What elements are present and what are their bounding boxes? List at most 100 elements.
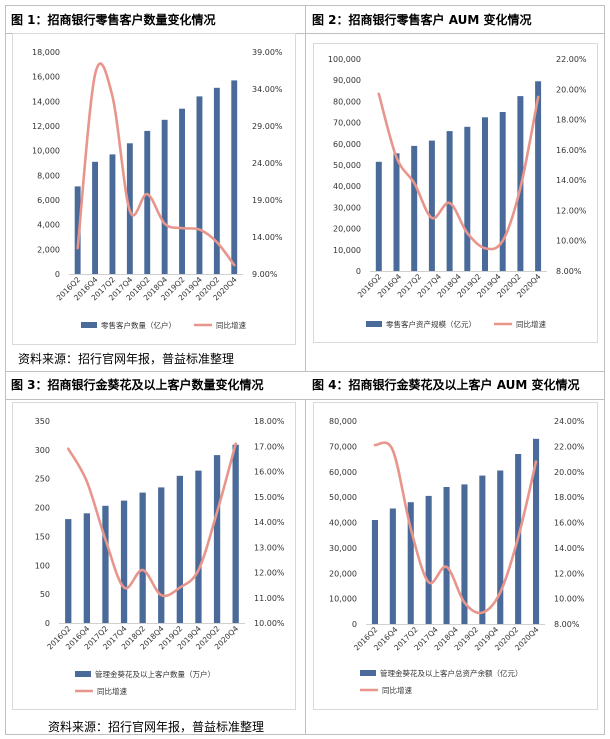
left-axis-tick-label: 0 (45, 619, 50, 628)
bar (411, 145, 418, 271)
bar (461, 484, 468, 624)
bar (213, 87, 220, 274)
growth-rate-line (377, 92, 540, 251)
chart-svg: 0 10,000 20,000 30,000 40,000 50,000 60,000 70,… (329, 417, 585, 695)
left-axis-tick-label: 10,000 (32, 147, 60, 156)
right-axis-tick-label: 12.00% (254, 569, 285, 578)
left-axis-tick-label: 250 (35, 475, 50, 484)
bar (102, 505, 109, 623)
bar (179, 108, 185, 274)
panel-title: 图 1：招商银行零售客户数量变化情况 (11, 13, 216, 27)
growth-rate-line (76, 62, 236, 267)
bar (371, 520, 378, 624)
bar (144, 130, 151, 274)
right-axis-tick-label: 12.00% (556, 206, 587, 215)
right-axis-tick-label: 20.00% (554, 468, 585, 477)
legend-line-label: 同比增速 (382, 685, 412, 695)
right-axis-tick-label: 14.00% (254, 518, 285, 527)
legend-bar-label: 零售客户数量（亿户） (101, 320, 176, 330)
left-axis-tick-label: 0 (356, 267, 361, 276)
right-axis-tick-label: 24.00% (252, 159, 283, 168)
bar (195, 470, 202, 623)
bar (74, 186, 81, 274)
left-axis-tick-label: 10,000 (329, 595, 357, 604)
right-axis-tick-label: 15.00% (254, 493, 285, 502)
chart-svg: 0 10,000 20,000 30,000 40,000 50,000 60,000 70,… (328, 55, 587, 329)
bar (161, 119, 168, 274)
left-axis-tick-label: 90,000 (333, 76, 361, 85)
left-axis-tick-label: 14,000 (32, 97, 60, 106)
divider (305, 6, 306, 371)
left-axis-tick-label: 40,000 (333, 182, 361, 191)
right-axis-tick-label: 8.00% (556, 267, 582, 276)
growth-rate-line (373, 441, 538, 615)
bar (65, 519, 72, 623)
right-axis-tick-label: 16.00% (554, 519, 585, 528)
left-axis-tick-label: 4,000 (37, 221, 60, 230)
left-axis-tick-label: 20,000 (333, 225, 361, 234)
right-axis-tick-label: 22.00% (556, 55, 587, 64)
left-axis-tick-label: 100 (35, 561, 50, 570)
bar (497, 470, 504, 624)
bar (375, 161, 382, 271)
left-axis-tick-label: 60,000 (329, 468, 357, 477)
chart-retail-customer-aum: 0 10,000 20,000 30,000 40,000 50,000 60,000 70,… (313, 43, 598, 343)
chart-svg: 0 50 100 150 200 250 300 350 10.00% 11.00% 12.00% 1… (35, 417, 285, 696)
divider (305, 371, 306, 372)
bar (139, 492, 146, 623)
bar (176, 475, 183, 623)
right-axis-tick-label: 19.00% (252, 196, 283, 205)
right-axis-tick-label: 29.00% (252, 122, 283, 131)
legend-bar-swatch (366, 321, 382, 327)
right-axis-tick-label: 13.00% (254, 543, 285, 552)
right-axis-tick-label: 16.00% (254, 468, 285, 477)
bar (479, 475, 486, 624)
legend: 零售客户数量（亿户） 同比增速 (81, 320, 246, 330)
bar (443, 487, 450, 624)
right-axis-tick-label: 39.00% (252, 48, 283, 57)
left-axis-tick-label: 18,000 (32, 48, 60, 57)
legend: 管理金葵花及以上客户总资产余额（亿元） 同比增速 (360, 668, 523, 695)
legend-line-label: 同比增速 (97, 686, 127, 696)
bar (407, 502, 414, 624)
chart-retail-customer-count: 0 2,000 4,000 6,000 8,000 10,000 12,000 14,000 1… (12, 33, 296, 345)
right-axis-tick-label: 18.00% (554, 493, 585, 502)
source-note: 资料来源：招行官网年报，普益标准整理 (48, 720, 265, 734)
bar (232, 444, 239, 623)
right-axis-tick-label: 10.00% (254, 619, 285, 628)
source-note: 资料来源：招行官网年报，普益标准整理 (18, 352, 235, 366)
legend-bar-label: 零售客户资产规模（亿元） (386, 319, 476, 329)
left-axis-tick-label: 30,000 (333, 203, 361, 212)
right-axis-tick-label: 20.00% (556, 85, 587, 94)
left-axis-tick-label: 0 (55, 270, 60, 279)
right-axis-tick-label: 16.00% (556, 146, 587, 155)
right-axis-tick-label: 18.00% (254, 417, 285, 426)
left-axis-tick-label: 20,000 (329, 569, 357, 578)
left-axis-tick-label: 300 (35, 446, 50, 455)
right-axis-tick-label: 14.00% (554, 544, 585, 553)
right-axis-tick-label: 17.00% (254, 442, 285, 451)
left-axis-tick-label: 350 (35, 417, 50, 426)
bar (393, 153, 400, 271)
bar (389, 508, 396, 624)
left-axis-tick-label: 70,000 (329, 442, 357, 451)
left-axis-tick-label: 200 (35, 504, 50, 513)
right-axis-tick-label: 12.00% (554, 569, 585, 578)
right-axis-tick-label: 14.00% (252, 233, 283, 242)
bar (92, 161, 98, 274)
left-axis-tick-label: 10,000 (333, 246, 361, 255)
growth-rate-line (67, 442, 237, 598)
left-axis-tick-label: 6,000 (37, 196, 60, 205)
left-axis-tick-label: 40,000 (329, 519, 357, 528)
legend-bar-swatch (360, 670, 376, 676)
left-axis-tick-label: 2,000 (37, 245, 60, 254)
right-axis-tick-label: 10.00% (556, 237, 587, 246)
right-axis-tick-label: 9.00% (252, 270, 278, 279)
bar (428, 140, 435, 271)
chart-svg: 0 2,000 4,000 6,000 8,000 10,000 12,000 14,000 1… (32, 48, 283, 330)
right-axis-tick-label: 11.00% (254, 594, 285, 603)
figure-frame (5, 5, 605, 735)
legend-bar-swatch (81, 322, 97, 328)
legend-line-label: 同比增速 (516, 319, 546, 329)
left-axis-tick-label: 70,000 (333, 119, 361, 128)
